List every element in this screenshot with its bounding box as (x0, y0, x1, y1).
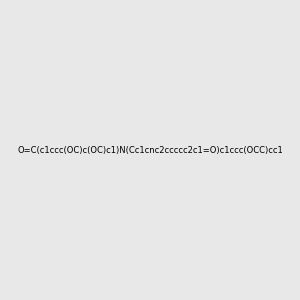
Text: O=C(c1ccc(OC)c(OC)c1)N(Cc1cnc2ccccc2c1=O)c1ccc(OCC)cc1: O=C(c1ccc(OC)c(OC)c1)N(Cc1cnc2ccccc2c1=O… (17, 146, 283, 154)
